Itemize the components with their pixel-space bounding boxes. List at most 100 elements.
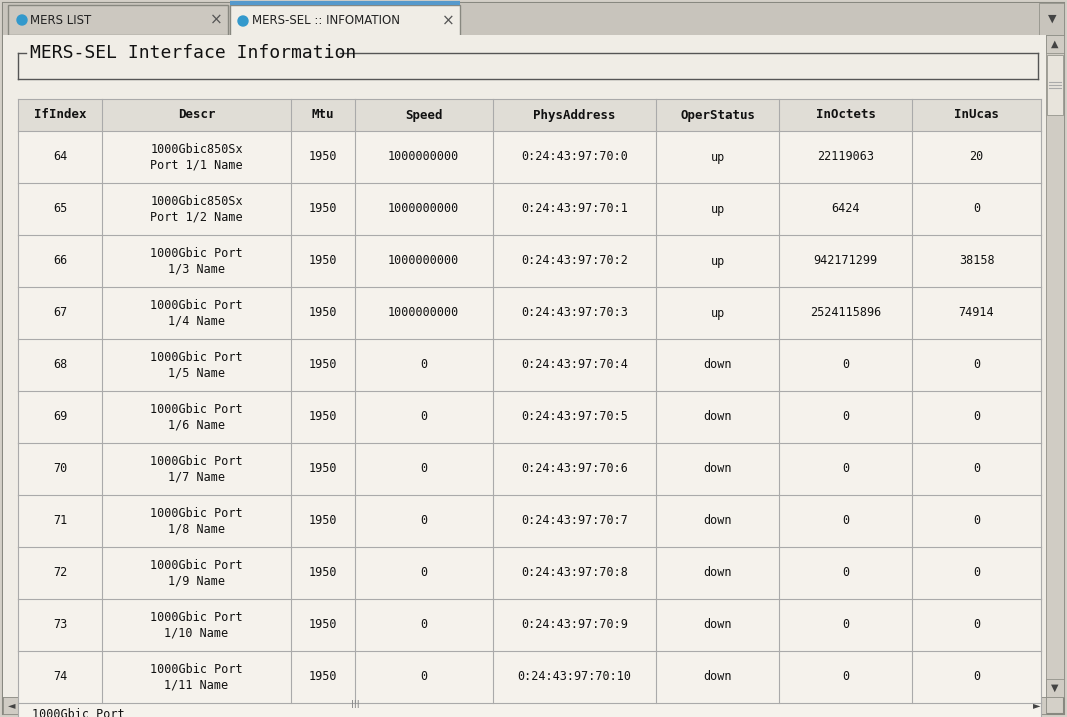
Bar bbox=[18, 131, 1041, 183]
Text: 0: 0 bbox=[420, 619, 427, 632]
Text: OperStatus: OperStatus bbox=[681, 108, 755, 121]
Text: up: up bbox=[711, 151, 724, 163]
Text: 1000Gbic Port
1/7 Name: 1000Gbic Port 1/7 Name bbox=[150, 455, 243, 483]
Bar bbox=[3, 697, 21, 714]
Text: 1000000000: 1000000000 bbox=[388, 202, 459, 216]
Text: 72: 72 bbox=[53, 566, 67, 579]
Bar bbox=[1046, 35, 1064, 697]
Text: 1950: 1950 bbox=[308, 202, 337, 216]
Text: down: down bbox=[703, 670, 732, 683]
Bar bbox=[18, 599, 1041, 651]
Bar bbox=[1028, 697, 1046, 714]
Text: 0: 0 bbox=[973, 619, 981, 632]
Text: 64: 64 bbox=[53, 151, 67, 163]
Text: 0: 0 bbox=[842, 566, 849, 579]
Text: down: down bbox=[703, 515, 732, 528]
Text: 1000Gbic Port
1/9 Name: 1000Gbic Port 1/9 Name bbox=[150, 559, 243, 587]
Text: 0: 0 bbox=[420, 358, 427, 371]
Text: 69: 69 bbox=[53, 411, 67, 424]
Text: 0:24:43:97:70:10: 0:24:43:97:70:10 bbox=[517, 670, 632, 683]
Text: 1950: 1950 bbox=[308, 411, 337, 424]
Text: 1950: 1950 bbox=[308, 515, 337, 528]
Circle shape bbox=[238, 16, 248, 26]
Text: up: up bbox=[711, 202, 724, 216]
Text: 65: 65 bbox=[53, 202, 67, 216]
Text: 1000000000: 1000000000 bbox=[388, 151, 459, 163]
Bar bbox=[18, 99, 1041, 131]
Text: 0: 0 bbox=[842, 670, 849, 683]
Text: MERS-SEL :: INFOMATION: MERS-SEL :: INFOMATION bbox=[252, 14, 400, 27]
Text: down: down bbox=[703, 358, 732, 371]
Text: up: up bbox=[711, 255, 724, 267]
Text: 1950: 1950 bbox=[308, 566, 337, 579]
Bar bbox=[18, 339, 1041, 391]
Text: 0:24:43:97:70:4: 0:24:43:97:70:4 bbox=[521, 358, 628, 371]
Text: 1000Gbic Port
1/8 Name: 1000Gbic Port 1/8 Name bbox=[150, 507, 243, 535]
Text: IfIndex: IfIndex bbox=[34, 108, 86, 121]
Text: Speed: Speed bbox=[404, 108, 443, 121]
Text: 71: 71 bbox=[53, 515, 67, 528]
Text: 1000Gbic Port
1/5 Name: 1000Gbic Port 1/5 Name bbox=[150, 351, 243, 379]
Bar bbox=[18, 651, 1041, 703]
Bar bbox=[3, 3, 1064, 35]
Text: PhysAddress: PhysAddress bbox=[534, 108, 616, 121]
Text: 68: 68 bbox=[53, 358, 67, 371]
Text: 0: 0 bbox=[973, 670, 981, 683]
Text: 0: 0 bbox=[842, 619, 849, 632]
Text: 0: 0 bbox=[973, 515, 981, 528]
Text: 0: 0 bbox=[842, 411, 849, 424]
Text: 66: 66 bbox=[53, 255, 67, 267]
Text: InOctets: InOctets bbox=[815, 108, 876, 121]
Text: down: down bbox=[703, 411, 732, 424]
Bar bbox=[18, 547, 1041, 599]
Text: ×: × bbox=[442, 14, 455, 29]
Text: 6424: 6424 bbox=[831, 202, 860, 216]
Text: ▲: ▲ bbox=[1051, 39, 1058, 49]
Text: 0:24:43:97:70:0: 0:24:43:97:70:0 bbox=[521, 151, 628, 163]
Text: 0: 0 bbox=[420, 515, 427, 528]
Text: 0: 0 bbox=[973, 566, 981, 579]
Text: 1000Gbic Port: 1000Gbic Port bbox=[32, 708, 125, 717]
Bar bbox=[1046, 679, 1064, 697]
Text: 1950: 1950 bbox=[308, 306, 337, 320]
Text: 942171299: 942171299 bbox=[813, 255, 878, 267]
Bar bbox=[230, 5, 460, 37]
Text: 0: 0 bbox=[420, 462, 427, 475]
Text: 74914: 74914 bbox=[959, 306, 994, 320]
Bar bbox=[18, 183, 1041, 235]
Text: 67: 67 bbox=[53, 306, 67, 320]
Text: 1000000000: 1000000000 bbox=[388, 306, 459, 320]
Text: 1950: 1950 bbox=[308, 358, 337, 371]
Text: 0: 0 bbox=[420, 670, 427, 683]
Bar bbox=[1039, 3, 1064, 35]
Bar bbox=[18, 443, 1041, 495]
Text: 73: 73 bbox=[53, 619, 67, 632]
Bar bbox=[18, 391, 1041, 443]
Text: 1950: 1950 bbox=[308, 255, 337, 267]
Text: down: down bbox=[703, 462, 732, 475]
Text: 1950: 1950 bbox=[308, 670, 337, 683]
Text: 1000Gbic Port
1/4 Name: 1000Gbic Port 1/4 Name bbox=[150, 299, 243, 327]
Text: 1000Gbic Port
1/6 Name: 1000Gbic Port 1/6 Name bbox=[150, 403, 243, 431]
Text: 22119063: 22119063 bbox=[817, 151, 874, 163]
Text: MERS LIST: MERS LIST bbox=[30, 14, 92, 27]
Text: 1000Gbic850Sx
Port 1/1 Name: 1000Gbic850Sx Port 1/1 Name bbox=[150, 143, 243, 171]
Text: 70: 70 bbox=[53, 462, 67, 475]
Text: ×: × bbox=[209, 12, 222, 27]
Text: 1000000000: 1000000000 bbox=[388, 255, 459, 267]
Text: 38158: 38158 bbox=[959, 255, 994, 267]
Text: down: down bbox=[703, 619, 732, 632]
Text: Descr: Descr bbox=[178, 108, 216, 121]
Bar bbox=[3, 697, 1046, 714]
Text: 1950: 1950 bbox=[308, 619, 337, 632]
Text: 0: 0 bbox=[973, 411, 981, 424]
Text: 0:24:43:97:70:6: 0:24:43:97:70:6 bbox=[521, 462, 628, 475]
Text: 0: 0 bbox=[842, 515, 849, 528]
Text: 0:24:43:97:70:3: 0:24:43:97:70:3 bbox=[521, 306, 628, 320]
Text: 0:24:43:97:70:2: 0:24:43:97:70:2 bbox=[521, 255, 628, 267]
Text: 0: 0 bbox=[973, 462, 981, 475]
Text: 1950: 1950 bbox=[308, 462, 337, 475]
Bar bbox=[7, 5, 228, 35]
Text: 0: 0 bbox=[842, 462, 849, 475]
Text: III: III bbox=[351, 701, 360, 711]
